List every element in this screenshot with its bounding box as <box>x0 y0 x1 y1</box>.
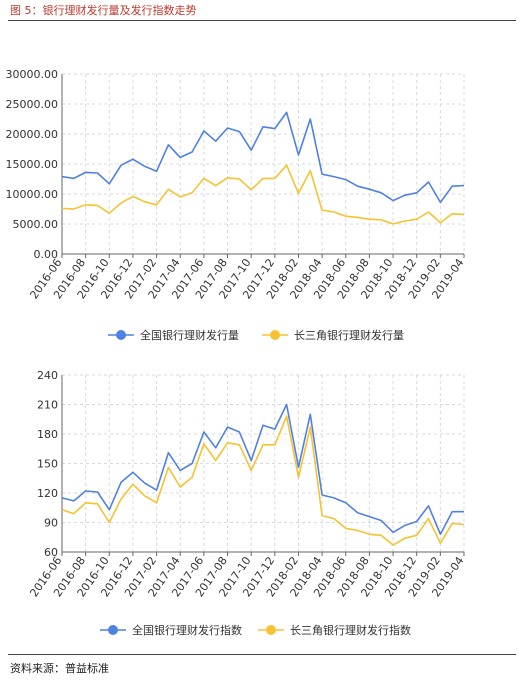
y-tick-label: 0.00 <box>34 248 59 261</box>
y-tick-label: 210 <box>37 399 58 412</box>
y-tick-label: 15000.00 <box>6 158 59 171</box>
legend-label-2: 长三角银行理财发行指数 <box>290 623 411 637</box>
y-tick-label: 150 <box>37 458 58 471</box>
y-tick-label: 180 <box>37 428 58 441</box>
legend-marker-2 <box>266 625 276 635</box>
chart-issuance-index-svg: 60901201501802102402016-062016-082016-10… <box>27 369 466 637</box>
source-note: 资料来源：普益标准 <box>10 662 109 675</box>
legend-label-2: 长三角银行理财发行量 <box>294 328 404 342</box>
legend-marker-2 <box>270 330 280 340</box>
figure-title: 图 5：银行理财发行量及发行指数走势 <box>10 4 197 17</box>
series-line-1 <box>61 403 464 536</box>
y-tick-label: 90 <box>44 517 58 530</box>
legend-label-1: 全国银行理财发行指数 <box>132 623 242 637</box>
chart-issuance-volume: 0.00 5000.00 10000.00 15000.00 20000.00 25000… <box>0 24 524 360</box>
series-line-2 <box>61 164 465 225</box>
y-tick-label: 25000.00 <box>6 98 59 111</box>
y-tick-label: 120 <box>37 487 58 500</box>
legend-label-1: 全国银行理财发行量 <box>140 328 239 342</box>
y-tick-label: 240 <box>37 369 58 382</box>
y-tick-label: 60 <box>44 546 58 559</box>
y-tick-label: 5000.00 <box>13 218 59 231</box>
series-line-2 <box>61 415 465 546</box>
y-tick-label: 30000.00 <box>6 68 59 81</box>
series-line-1 <box>61 111 465 204</box>
y-tick-label: 10000.00 <box>6 188 59 201</box>
y-tick-label: 20000.00 <box>6 128 59 141</box>
chart-issuance-volume-svg: 0.00 5000.00 10000.00 15000.00 20000.00 25000… <box>6 68 467 342</box>
legend-marker-1 <box>116 330 126 340</box>
top-rule <box>8 20 516 21</box>
legend-marker-1 <box>108 625 118 635</box>
chart-issuance-index: 60 90 120 150 180 210 240 2016-06 2016-08 2016-10… <box>0 362 524 654</box>
bottom-rule <box>8 654 516 655</box>
